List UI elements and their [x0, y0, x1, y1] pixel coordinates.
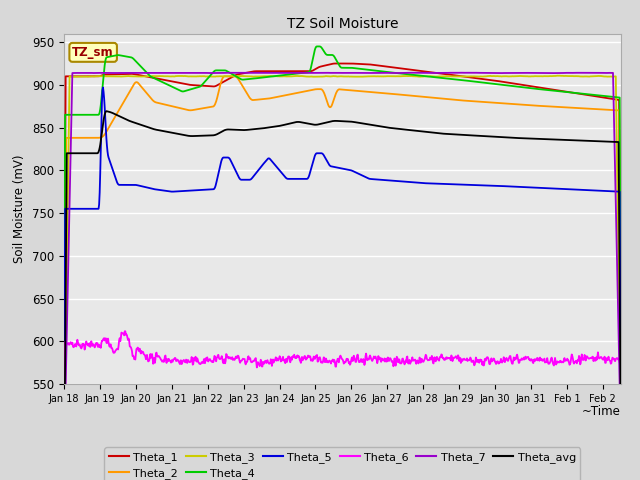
X-axis label: ~Time: ~Time	[582, 405, 621, 418]
Title: TZ Soil Moisture: TZ Soil Moisture	[287, 17, 398, 31]
Text: TZ_sm: TZ_sm	[72, 46, 114, 59]
Y-axis label: Soil Moisture (mV): Soil Moisture (mV)	[13, 155, 26, 263]
Legend: Theta_1, Theta_2, Theta_3, Theta_4, Theta_5, Theta_6, Theta_7, Theta_avg: Theta_1, Theta_2, Theta_3, Theta_4, Thet…	[104, 447, 580, 480]
